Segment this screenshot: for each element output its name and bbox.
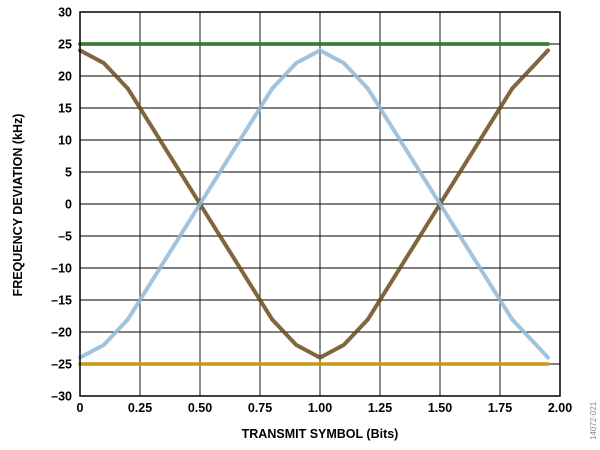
y-tick-label: –15: [51, 294, 72, 308]
y-tick-label: –20: [51, 326, 72, 340]
y-tick-label: 0: [65, 198, 72, 212]
plot-border: [79, 11, 561, 397]
data-traces: [78, 42, 550, 366]
x-tick-label: 1.50: [428, 401, 452, 415]
y-tick-label: 15: [58, 102, 72, 116]
x-tick-label: 1.75: [488, 401, 512, 415]
x-tick-label: 1.00: [308, 401, 332, 415]
x-tick-label: 0: [77, 401, 84, 415]
y-tick-label: 25: [58, 38, 72, 52]
y-tick-label: 30: [58, 6, 72, 20]
figure-id-label: 14072-021: [589, 401, 598, 440]
series-line: [78, 48, 550, 360]
y-tick-label: –10: [51, 262, 72, 276]
y-tick-label: –30: [51, 390, 72, 404]
y-tick-label: 10: [58, 134, 72, 148]
grid: [79, 11, 561, 397]
y-tick-label: 20: [58, 70, 72, 84]
x-axis-title: TRANSMIT SYMBOL (Bits): [242, 427, 399, 441]
x-tick-label: 0.50: [188, 401, 212, 415]
x-tick-label: 0.75: [248, 401, 272, 415]
x-tick-label: 2.00: [548, 401, 572, 415]
y-tick-label: –25: [51, 358, 72, 372]
y-axis-title: FREQUENCY DEVIATION (kHz): [11, 114, 25, 297]
axes: 0 0.25 0.50 0.75 1.00 1.25 1.50 1.75 2.00 –30 –25 –…: [51, 6, 572, 416]
series-line: [78, 48, 550, 360]
y-tick-label: 5: [65, 166, 72, 180]
x-tick-label: 0.25: [128, 401, 152, 415]
y-tick-label: –5: [58, 230, 72, 244]
x-tick-label: 1.25: [368, 401, 392, 415]
